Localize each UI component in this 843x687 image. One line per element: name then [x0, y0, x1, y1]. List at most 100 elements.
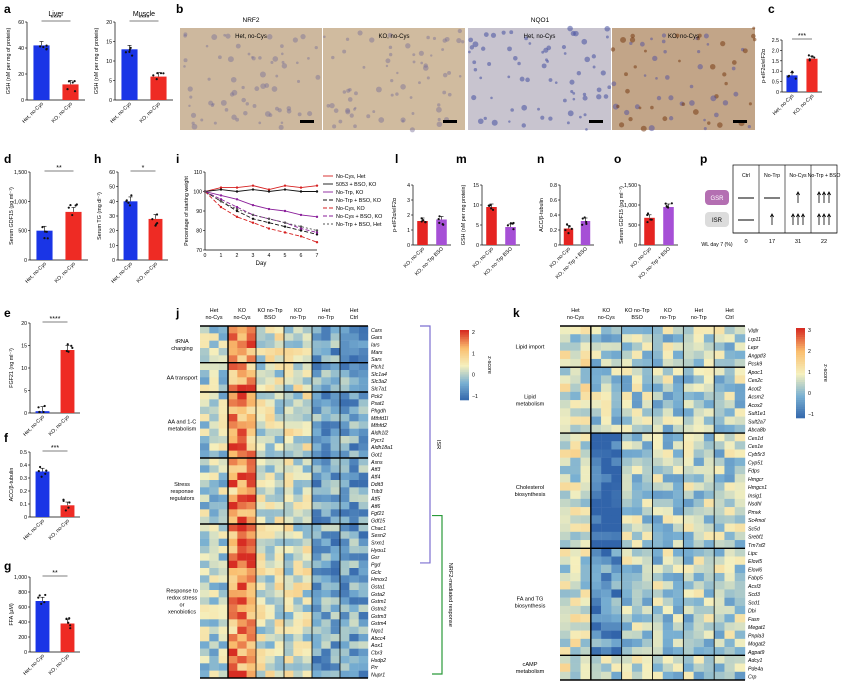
isr-label: ISR — [712, 218, 723, 224]
heatmap-cell — [321, 597, 331, 605]
heatmap-cell — [246, 362, 257, 371]
heatmap-cell — [265, 465, 275, 473]
cell-nucleus — [275, 106, 279, 111]
cell-nucleus — [581, 38, 588, 45]
heatmap-cell — [611, 498, 622, 508]
heatmap-cell — [580, 400, 592, 409]
y-tick-label: 40 — [109, 199, 115, 205]
heatmap-cell — [237, 524, 247, 532]
colorbar-segment — [460, 384, 469, 387]
heatmap-cell — [724, 375, 735, 384]
heatmap-cell — [340, 538, 350, 547]
heatmap-cell — [274, 546, 285, 554]
cell-nucleus — [572, 91, 576, 95]
heatmap-cell — [349, 626, 359, 635]
heatmap-cell — [714, 647, 725, 656]
heatmap-cell — [734, 465, 746, 475]
heatmap-cell — [200, 414, 210, 422]
gene-label: Slc1a4 — [371, 372, 387, 378]
heatmap-cell — [200, 480, 210, 488]
heatmap-cell — [724, 424, 735, 434]
data-point — [794, 77, 797, 80]
heatmap-cell — [302, 326, 313, 334]
colorbar-segment — [796, 355, 805, 358]
heatmap-cell — [662, 564, 674, 574]
heatmap-cell — [237, 450, 247, 459]
cell-nucleus — [314, 45, 318, 50]
heatmap-cell — [631, 556, 643, 565]
heatmap-cell — [265, 575, 275, 583]
colorbar-segment — [796, 352, 805, 356]
heatmap-cell — [358, 619, 369, 627]
cell-nucleus — [183, 32, 188, 37]
heatmap-cell — [284, 443, 294, 451]
cell-nucleus — [703, 118, 706, 122]
y-axis-label: FFA (µM) — [9, 603, 15, 625]
heatmap-cell — [274, 436, 285, 444]
heatmap-cell — [724, 515, 735, 524]
heatmap-cell — [321, 502, 331, 510]
heatmap-cell — [693, 367, 705, 376]
wl-value: 31 — [795, 239, 801, 245]
heatmap-cell — [631, 663, 643, 672]
cell-nucleus — [189, 95, 193, 99]
heatmap-cell — [662, 605, 674, 615]
heatmap-cell — [683, 523, 694, 533]
colorbar-segment — [460, 356, 469, 359]
heatmap-cell — [312, 656, 322, 664]
heatmap-cell — [246, 656, 257, 664]
heatmap-cell — [590, 589, 602, 598]
schematic-header: No-Trp — [764, 173, 780, 179]
heatmap-cell — [246, 641, 257, 649]
heatmap-cell — [642, 589, 653, 598]
heatmap-cell — [200, 575, 210, 583]
legend-label: No-Trp + BSO, Het — [336, 222, 382, 228]
heatmap-cell — [340, 546, 350, 554]
heatmap-cell — [683, 572, 694, 582]
heatmap-cell — [237, 582, 247, 591]
gene-label: Gstm1 — [371, 599, 386, 605]
cell-nucleus — [187, 86, 193, 92]
heatmap-cell — [358, 531, 369, 539]
heatmap-cell — [621, 342, 633, 351]
heatmap-cell — [302, 436, 313, 444]
cell-nucleus — [388, 45, 393, 50]
heatmap-cell — [237, 428, 247, 437]
gene-label: Sult1e1 — [748, 411, 766, 417]
cell-nucleus — [524, 36, 528, 41]
heatmap-cell — [274, 414, 285, 422]
y-tick-label: 600 — [18, 605, 27, 611]
heatmap-cell — [274, 634, 285, 642]
cell-nucleus — [423, 63, 428, 68]
data-point — [37, 470, 40, 473]
data-point — [490, 207, 493, 210]
cell-nucleus — [472, 41, 479, 48]
y-axis-label: ACC/β-tubulin — [9, 468, 15, 502]
gene-label: Hmgcs1 — [748, 485, 767, 491]
data-point — [585, 220, 588, 224]
heatmap-cell — [284, 436, 294, 444]
heatmap-cell — [246, 384, 257, 393]
heatmap-cell — [265, 355, 275, 363]
cell-nucleus — [703, 127, 707, 131]
heatmap-cell — [218, 377, 229, 385]
arrow-head — [827, 213, 831, 218]
heatmap-cell — [560, 581, 571, 590]
heatmap-cell — [256, 443, 266, 451]
legend-label: 5053 + BSO, KO — [336, 182, 376, 188]
gene-label: Mthfd1l — [371, 416, 389, 422]
heatmap-cell — [631, 416, 643, 425]
heatmap-cell — [312, 458, 322, 466]
heatmap-cell — [330, 509, 341, 517]
heatmap-cell — [734, 326, 746, 335]
cell-nucleus — [268, 113, 273, 118]
gene-label: Slc3a2 — [371, 379, 387, 385]
heatmap-cell — [340, 590, 350, 598]
colorbar-segment — [796, 364, 805, 367]
cell-nucleus — [692, 109, 699, 115]
wl-label: WL day 7 (%) — [701, 242, 733, 248]
heatmap-cell — [358, 553, 369, 561]
heatmap-cell — [330, 626, 341, 635]
cell-nucleus — [183, 34, 187, 38]
